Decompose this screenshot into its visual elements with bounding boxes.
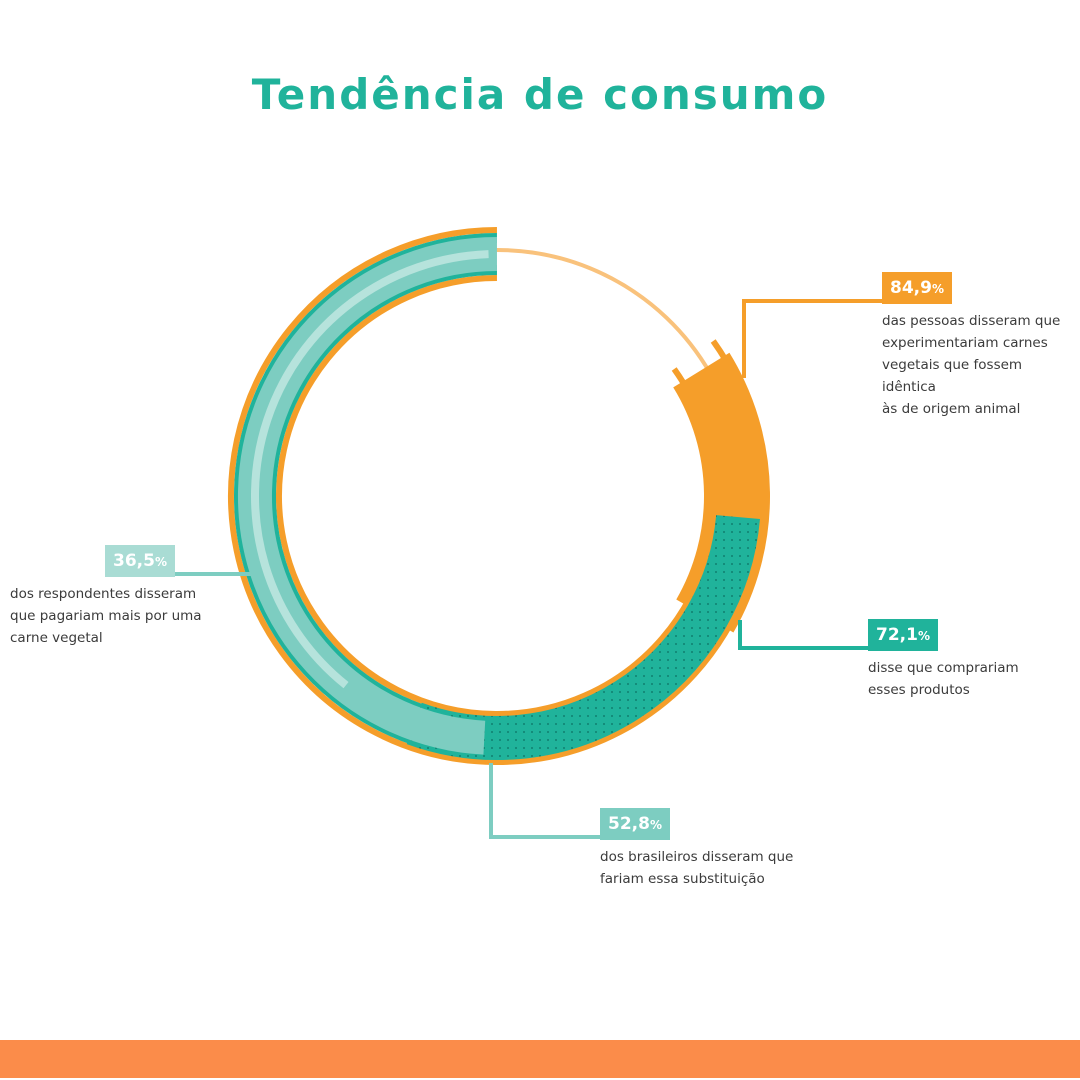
chart-title: Tendência de consumo: [251, 70, 829, 119]
callout-84-9: 84,9% das pessoas disseram que experimen…: [882, 272, 1080, 420]
value-badge-84-9: 84,9%: [882, 272, 952, 304]
value-badge-72-1: 72,1%: [868, 619, 938, 651]
inner-frame-84-9: [276, 275, 719, 717]
description-84-9: das pessoas disseram que experimentariam…: [882, 313, 1061, 417]
value-badge-36-5: 36,5%: [105, 545, 175, 577]
description-52-8: dos brasileiros disseram que fariam essa…: [600, 849, 794, 887]
bar-36-5: [251, 250, 489, 689]
callout-72-1: 72,1% disse que comprariam esses produto…: [868, 619, 1019, 701]
footer-bar: [0, 1040, 1080, 1078]
callout-52-8: 52,8% dos brasileiros disseram que faria…: [600, 808, 793, 890]
callout-36-5: 36,5% dos respondentes disseram que paga…: [10, 545, 202, 649]
leader-72-1: [738, 620, 868, 650]
description-72-1: disse que comprariam esses produtos: [868, 660, 1019, 698]
leader-52-8: [489, 763, 600, 839]
value-badge-52-8: 52,8%: [600, 808, 670, 840]
donut-chart: [172, 227, 882, 839]
leader-84-9: [742, 299, 882, 378]
bar-72-1: [406, 515, 760, 760]
description-36-5: dos respondentes disseram que pagariam m…: [10, 586, 202, 646]
